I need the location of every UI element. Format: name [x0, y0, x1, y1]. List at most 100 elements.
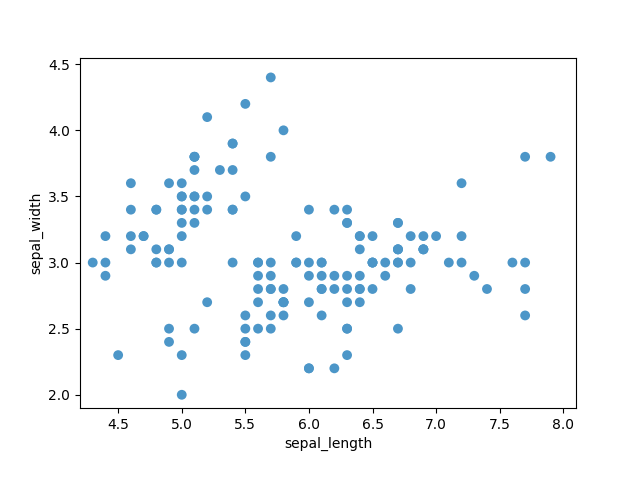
- Point: [151, 206, 161, 214]
- Point: [329, 364, 339, 372]
- Point: [177, 206, 187, 214]
- Point: [151, 259, 161, 266]
- Point: [164, 325, 174, 333]
- Point: [227, 259, 237, 266]
- Point: [406, 259, 416, 266]
- Point: [266, 285, 276, 293]
- Point: [317, 259, 327, 266]
- Point: [100, 259, 111, 266]
- Point: [189, 206, 200, 214]
- Point: [329, 272, 339, 280]
- Point: [215, 166, 225, 174]
- Point: [406, 232, 416, 240]
- Point: [367, 259, 378, 266]
- Point: [125, 245, 136, 253]
- Point: [151, 259, 161, 266]
- Point: [393, 325, 403, 333]
- Point: [100, 272, 111, 280]
- X-axis label: sepal_length: sepal_length: [284, 437, 372, 451]
- Point: [342, 325, 352, 333]
- Point: [88, 259, 98, 266]
- Point: [342, 272, 352, 280]
- Point: [240, 338, 250, 346]
- Point: [100, 232, 111, 240]
- Point: [253, 325, 263, 333]
- Point: [393, 219, 403, 227]
- Point: [189, 325, 200, 333]
- Point: [189, 153, 200, 161]
- Point: [317, 285, 327, 293]
- Point: [227, 140, 237, 147]
- Point: [177, 232, 187, 240]
- Point: [125, 206, 136, 214]
- Point: [189, 219, 200, 227]
- Point: [520, 285, 531, 293]
- Point: [125, 232, 136, 240]
- Point: [329, 285, 339, 293]
- Point: [164, 338, 174, 346]
- Point: [177, 180, 187, 187]
- Point: [164, 245, 174, 253]
- Point: [240, 192, 250, 200]
- Point: [393, 259, 403, 266]
- Point: [367, 259, 378, 266]
- Point: [227, 206, 237, 214]
- Point: [278, 299, 289, 306]
- Point: [189, 192, 200, 200]
- Point: [266, 285, 276, 293]
- Point: [317, 272, 327, 280]
- Point: [278, 127, 289, 134]
- Point: [342, 206, 352, 214]
- Point: [240, 100, 250, 108]
- Point: [380, 272, 390, 280]
- Point: [291, 259, 301, 266]
- Point: [456, 232, 467, 240]
- Point: [406, 285, 416, 293]
- Point: [291, 259, 301, 266]
- Point: [342, 219, 352, 227]
- Point: [202, 206, 212, 214]
- Point: [189, 153, 200, 161]
- Point: [253, 259, 263, 266]
- Point: [151, 206, 161, 214]
- Point: [189, 192, 200, 200]
- Point: [355, 232, 365, 240]
- Point: [342, 325, 352, 333]
- Point: [520, 153, 531, 161]
- Point: [266, 325, 276, 333]
- Point: [266, 272, 276, 280]
- Point: [317, 285, 327, 293]
- Point: [317, 259, 327, 266]
- Point: [393, 219, 403, 227]
- Point: [342, 351, 352, 359]
- Point: [393, 245, 403, 253]
- Point: [202, 299, 212, 306]
- Point: [125, 180, 136, 187]
- Point: [456, 180, 467, 187]
- Point: [342, 299, 352, 306]
- Point: [367, 259, 378, 266]
- Point: [393, 259, 403, 266]
- Point: [342, 285, 352, 293]
- Point: [227, 206, 237, 214]
- Point: [266, 259, 276, 266]
- Point: [304, 206, 314, 214]
- Point: [278, 299, 289, 306]
- Point: [508, 259, 518, 266]
- Point: [342, 219, 352, 227]
- Point: [189, 166, 200, 174]
- Point: [291, 232, 301, 240]
- Point: [177, 192, 187, 200]
- Point: [317, 312, 327, 319]
- Point: [240, 325, 250, 333]
- Point: [355, 285, 365, 293]
- Point: [304, 272, 314, 280]
- Point: [266, 73, 276, 81]
- Point: [113, 351, 124, 359]
- Y-axis label: sepal_width: sepal_width: [29, 192, 43, 274]
- Point: [456, 259, 467, 266]
- Point: [164, 259, 174, 266]
- Point: [227, 140, 237, 147]
- Point: [189, 153, 200, 161]
- Point: [520, 259, 531, 266]
